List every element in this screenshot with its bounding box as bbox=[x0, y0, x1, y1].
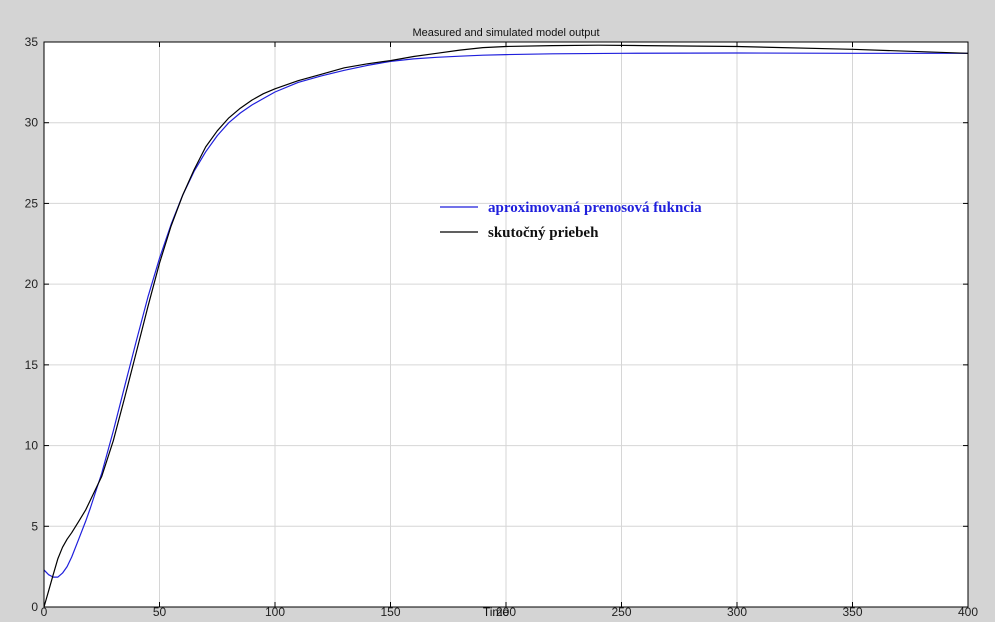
y-tick-label: 10 bbox=[25, 439, 39, 453]
x-tick-label: 50 bbox=[153, 605, 167, 617]
x-tick-label: 400 bbox=[958, 605, 978, 617]
legend-label-approx: aproximovaná prenosová fukncia bbox=[488, 200, 702, 216]
y-tick-label: 15 bbox=[25, 358, 39, 372]
x-tick-label: 0 bbox=[41, 605, 48, 617]
y-tick-label: 5 bbox=[31, 519, 38, 533]
y-tick-label: 35 bbox=[25, 35, 39, 49]
y-tick-label: 0 bbox=[31, 600, 38, 614]
legend-label-actual: skutočný priebeh bbox=[488, 225, 599, 241]
axis-ticks: 0 50 100 150 200 250 300 350 400 0 5 10 15 20 25 30 35 bbox=[25, 35, 979, 619]
x-tick-label: 350 bbox=[842, 605, 862, 617]
legend: aproximovaná prenosová fukncia skutočný … bbox=[440, 200, 702, 241]
x-tick-label: 250 bbox=[611, 605, 631, 617]
series-line-measured bbox=[43, 44, 969, 608]
x-tick-label: 200 bbox=[496, 605, 516, 617]
series-lines bbox=[43, 44, 969, 608]
chart-title: Measured and simulated model output bbox=[412, 27, 599, 39]
y-tick-label: 20 bbox=[25, 277, 39, 291]
y-tick-label: 30 bbox=[25, 116, 39, 130]
x-axis-label: Time bbox=[483, 605, 510, 617]
series-line-approximated bbox=[43, 52, 968, 578]
x-tick-label: 300 bbox=[727, 605, 747, 617]
x-tick-label: 150 bbox=[380, 605, 400, 617]
y-tick-label: 25 bbox=[25, 196, 39, 210]
x-tick-label: 100 bbox=[265, 605, 285, 617]
